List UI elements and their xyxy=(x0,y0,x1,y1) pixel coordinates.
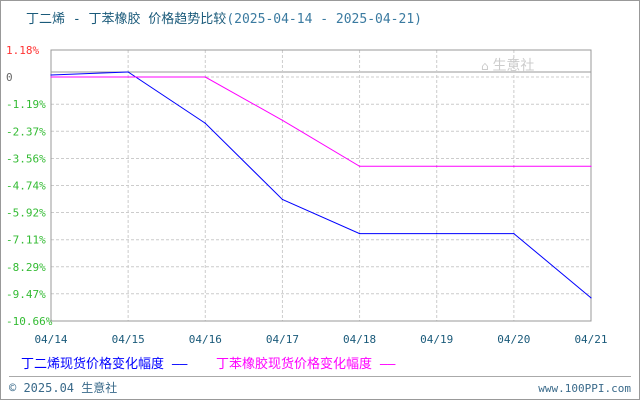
data-point xyxy=(513,232,515,235)
x-tick-label: 04/17 xyxy=(266,333,299,346)
y-tick-label: -8.29% xyxy=(6,261,46,274)
data-point xyxy=(50,76,52,78)
y-tick-label: -5.92% xyxy=(6,207,46,220)
data-point xyxy=(590,297,592,299)
title-main: 丁二烯 - 丁苯橡胶 价格趋势比较 xyxy=(26,12,227,27)
data-point xyxy=(358,232,361,235)
data-point xyxy=(127,71,129,73)
y-tick-label: -10.66% xyxy=(6,315,53,328)
site-link[interactable]: www.100PPI.com xyxy=(538,382,631,395)
y-tick-label: 0 xyxy=(6,71,13,84)
data-point xyxy=(204,122,206,124)
chart-title: 丁二烯 - 丁苯橡胶 价格趋势比较(2025-04-14 - 2025-04-2… xyxy=(26,8,422,27)
legend-label: 丁苯橡胶现货价格变化幅度 xyxy=(216,357,373,372)
footer-divider xyxy=(9,376,631,377)
data-point xyxy=(281,119,284,121)
series-line-0 xyxy=(50,71,592,299)
x-tick-label: 04/15 xyxy=(112,333,145,346)
data-point xyxy=(358,165,361,167)
data-point xyxy=(281,198,284,201)
copyright: © 2025.04 生意社 xyxy=(9,381,118,395)
data-point xyxy=(436,232,438,235)
data-point xyxy=(127,76,129,78)
y-tick-label: -3.56% xyxy=(6,152,46,165)
data-point xyxy=(50,74,52,76)
legend-item-sbr: 丁苯橡胶现货价格变化幅度 —— xyxy=(216,357,396,372)
y-tick-label: -7.11% xyxy=(6,234,46,247)
x-tick-label: 04/18 xyxy=(343,333,376,346)
plot-border xyxy=(50,49,592,322)
series-line-1 xyxy=(51,76,591,167)
x-tick-label: 04/14 xyxy=(34,333,67,346)
legend-item-butadiene: 丁二烯现货价格变化幅度 —— xyxy=(21,357,188,372)
x-tick-label: 04/20 xyxy=(497,333,530,346)
data-point xyxy=(513,165,515,167)
y-tick-label: 1.18% xyxy=(6,44,39,57)
data-point xyxy=(436,165,438,167)
x-tick-label: 04/16 xyxy=(189,333,222,346)
title-dates: (2025-04-14 - 2025-04-21) xyxy=(226,12,422,27)
y-tick-label: -1.19% xyxy=(6,98,46,111)
y-tick-label: -9.47% xyxy=(6,288,46,301)
x-tick-label: 04/21 xyxy=(574,333,607,346)
data-point xyxy=(204,76,206,78)
data-point xyxy=(590,165,592,167)
x-tick-label: 04/19 xyxy=(420,333,453,346)
y-tick-label: -2.37% xyxy=(6,125,46,138)
legend-label: 丁二烯现货价格变化幅度 xyxy=(21,357,165,372)
y-tick-label: -4.74% xyxy=(6,180,46,193)
